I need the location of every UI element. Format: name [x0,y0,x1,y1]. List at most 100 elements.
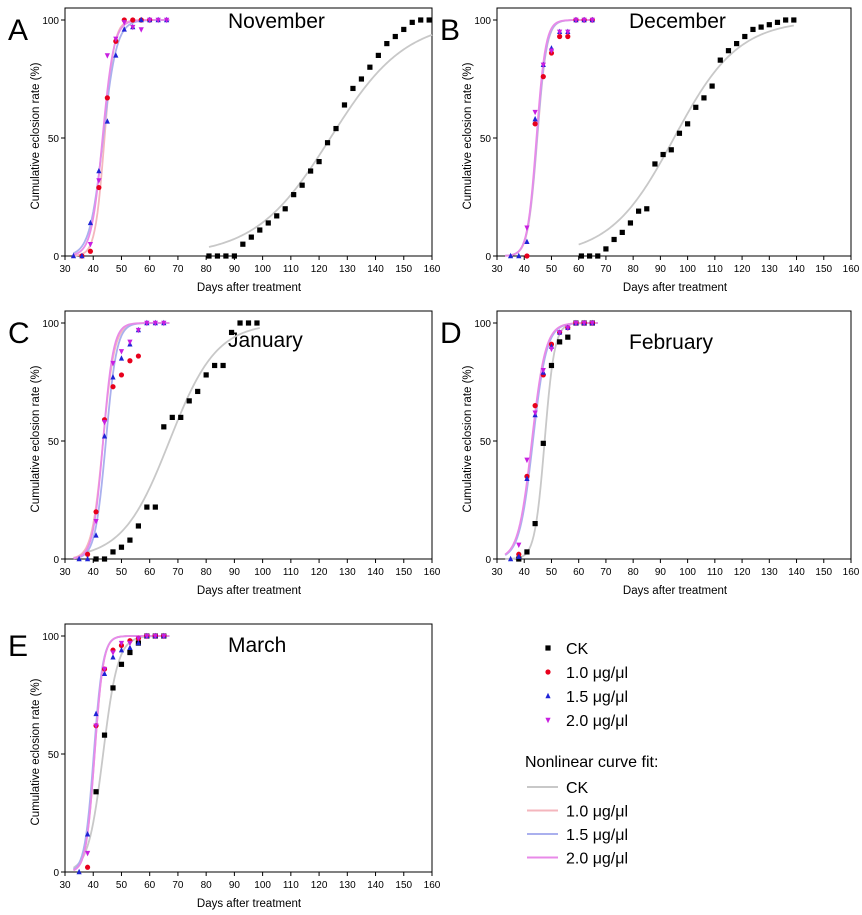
data-point [203,372,209,378]
data-point [96,184,102,191]
y-axis-label: Cumulative eclosion rate (%) [462,365,474,512]
data-point [127,537,133,543]
y-tick-label: 100 [42,319,59,330]
legend-fit-label: 1.0 μg/μl [566,804,628,821]
x-tick-label: 100 [254,567,271,578]
data-point [685,121,691,127]
x-tick-label: 50 [546,567,558,578]
x-tick-label: 100 [254,264,271,275]
fit-curve-1-5-g-l [504,322,598,556]
x-tick-label: 40 [519,264,531,275]
x-tick-label: 60 [573,264,585,275]
data-point [152,320,158,327]
x-tick-label: 160 [424,264,441,275]
x-tick-label: 110 [707,264,723,275]
series-1-0-g-l [516,320,595,557]
x-tick-label: 80 [201,567,213,578]
x-axis-label: Days after treatment [623,585,728,597]
y-tick-label: 100 [42,16,59,27]
x-tick-label: 50 [116,567,128,578]
data-point [214,253,221,259]
data-point [127,339,133,346]
data-point [84,831,91,837]
data-point [524,225,530,231]
x-tick-label: 130 [761,567,778,578]
x-tick-label: 140 [367,567,384,578]
plot-frame [64,623,433,873]
data-point [540,368,546,374]
data-point [138,16,144,23]
series-1-5-g-l [76,319,167,562]
data-point [70,252,77,259]
legend-marker-1-5-g-l [545,692,551,699]
data-point [350,85,356,92]
data-point [237,320,243,326]
series-ck [516,320,595,562]
x-axis-label: Days after treatment [197,898,302,910]
x-tick-label: 130 [339,264,356,275]
data-point [206,253,212,259]
data-point [135,639,141,646]
data-point [508,555,514,562]
panel-letter: D [440,317,462,350]
data-point [540,440,546,446]
data-point [709,83,715,89]
data-point [87,248,94,254]
x-tick-label: 150 [395,264,412,275]
data-point [282,206,288,212]
x-tick-label: 50 [546,264,558,275]
data-point [138,27,144,33]
plot-frame [496,310,852,560]
x-tick-label: 120 [311,567,328,578]
data-point [212,362,218,369]
data-point [581,320,587,327]
x-tick-label: 120 [734,264,751,275]
data-point [308,168,314,174]
data-point [758,24,764,30]
data-point [79,252,85,259]
data-point [589,320,595,327]
data-point [195,388,201,395]
data-point [548,346,555,353]
y-tick-label: 0 [53,555,59,566]
data-point [110,384,116,390]
data-point [750,26,756,33]
data-point [118,640,125,647]
plot-frame [64,310,433,560]
x-tick-label: 60 [144,567,156,578]
series-2-0-g-l [87,17,170,248]
panel-title: January [228,329,303,352]
data-point [573,320,579,327]
data-point [152,633,158,640]
data-point [257,227,263,233]
data-point [524,238,530,245]
series-1-5-g-l [70,16,170,259]
data-point [135,523,141,529]
data-point [130,24,136,31]
data-point [121,26,127,32]
data-point [627,220,634,226]
x-tick-label: 50 [116,264,128,275]
panel-letter: A [8,14,28,47]
data-point [774,19,781,25]
data-point [341,102,348,108]
data-point [565,334,571,340]
legend-fit-label: 1.5 μg/μl [566,827,628,844]
x-tick-label: 140 [367,880,384,891]
data-point [118,646,125,653]
plot-frame [64,7,433,257]
data-point [147,17,153,24]
panel-b: B December 30 40 50 60 70 80 90 100 110 120 130 140 15… [440,7,860,294]
x-tick-label: 60 [573,567,585,578]
data-point [392,33,398,40]
data-point [152,504,158,510]
data-point [223,253,229,259]
x-tick-label: 130 [339,567,356,578]
y-tick-label: 100 [474,16,491,27]
x-tick-label: 80 [201,880,213,891]
data-point [265,220,271,226]
data-point [557,29,563,35]
y-tick-label: 0 [53,252,59,263]
data-point [118,372,125,378]
x-tick-label: 150 [395,567,412,578]
